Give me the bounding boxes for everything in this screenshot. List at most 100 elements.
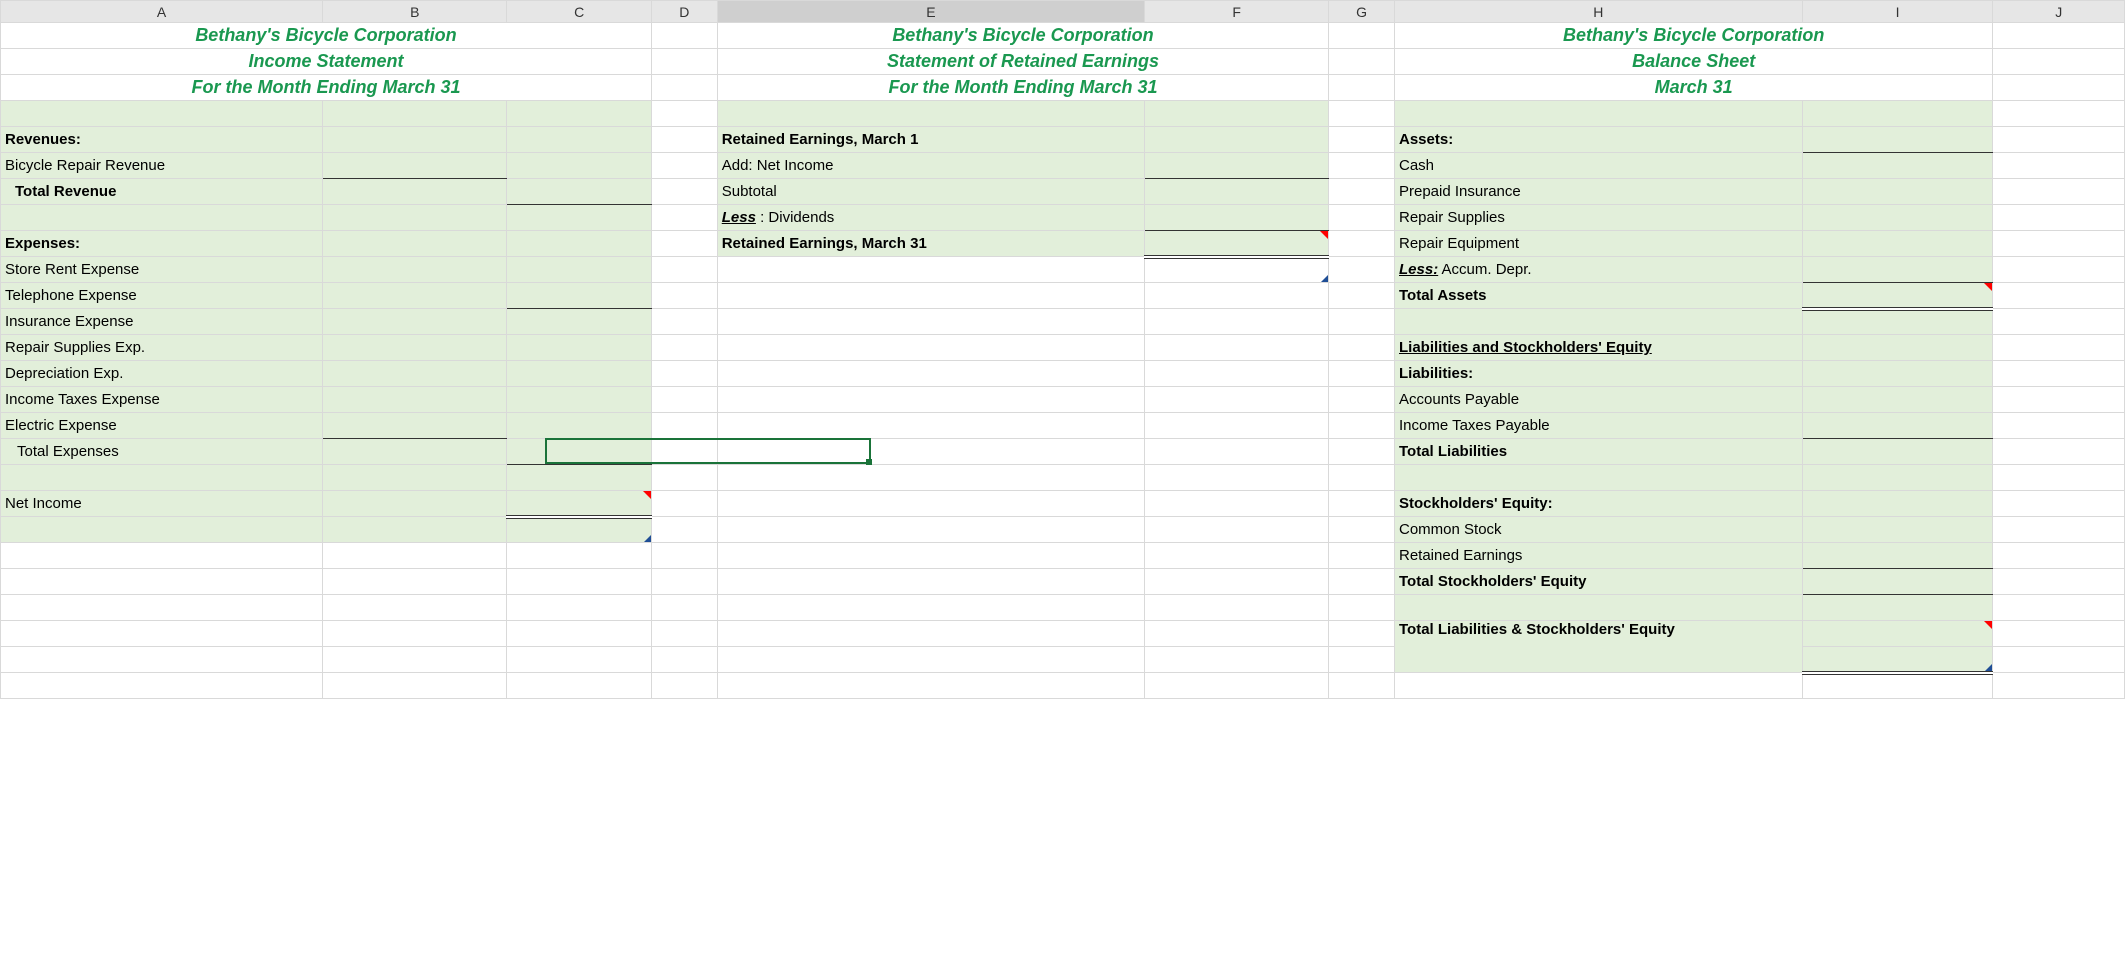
cell[interactable] [1145,153,1329,179]
cell[interactable] [1993,543,2125,569]
cell[interactable] [507,569,652,595]
balance-period[interactable]: March 31 [1395,75,1993,101]
cell[interactable] [1802,465,1993,491]
cell[interactable] [507,205,652,231]
less-dividends[interactable]: Less : Dividends [717,205,1144,231]
cell[interactable] [1145,361,1329,387]
cell[interactable] [1145,595,1329,621]
cell[interactable] [651,335,717,361]
cell[interactable] [1329,205,1395,231]
cell[interactable] [651,361,717,387]
col-header-A[interactable]: A [1,1,323,23]
cell[interactable] [1329,101,1395,127]
asset-supplies[interactable]: Repair Supplies [1395,205,1803,231]
cell[interactable] [651,153,717,179]
cell[interactable] [1993,335,2125,361]
cell[interactable] [1329,439,1395,465]
cell[interactable] [1802,153,1993,179]
cell[interactable] [1993,595,2125,621]
exp-tel[interactable]: Telephone Expense [1,283,323,309]
col-header-I[interactable]: I [1802,1,1993,23]
asset-equipment[interactable]: Repair Equipment [1395,231,1803,257]
cell[interactable] [651,517,717,543]
cell[interactable] [1993,569,2125,595]
cell[interactable] [717,283,1144,309]
cell[interactable] [1,205,323,231]
cell[interactable] [507,387,652,413]
cell[interactable] [323,517,507,543]
cell[interactable] [1329,517,1395,543]
expenses-hdr[interactable]: Expenses: [1,231,323,257]
cell[interactable] [507,595,652,621]
cell[interactable] [1802,543,1993,569]
cell[interactable] [1993,75,2125,101]
total-lse-value[interactable] [1802,647,1993,673]
exp-sup[interactable]: Repair Supplies Exp. [1,335,323,361]
cell[interactable] [1802,127,1993,153]
cell[interactable] [1145,517,1329,543]
income-period[interactable]: For the Month Ending March 31 [1,75,652,101]
cell[interactable] [651,75,717,101]
cell[interactable] [507,543,652,569]
cell[interactable] [1802,387,1993,413]
cell[interactable] [1145,647,1329,673]
cell[interactable] [651,257,717,283]
cell[interactable] [323,491,507,517]
cell[interactable] [1993,101,2125,127]
cell[interactable] [1993,231,2125,257]
cell[interactable] [717,361,1144,387]
exp-elec[interactable]: Electric Expense [1,413,323,439]
cell[interactable] [1145,621,1329,647]
cell[interactable] [1993,647,2125,673]
total-se[interactable]: Total Stockholders' Equity [1395,569,1803,595]
cell[interactable] [651,465,717,491]
cell[interactable] [1329,23,1395,49]
cell[interactable] [651,413,717,439]
cell[interactable] [1802,361,1993,387]
cell[interactable] [507,673,652,699]
cell[interactable] [1145,257,1329,283]
cell[interactable] [1145,413,1329,439]
assets-hdr[interactable]: Assets: [1395,127,1803,153]
cell[interactable] [507,361,652,387]
cell[interactable] [1993,179,2125,205]
net-income-value[interactable] [507,491,652,517]
retained-company[interactable]: Bethany's Bicycle Corporation [717,23,1329,49]
cell[interactable] [717,413,1144,439]
cell[interactable] [1329,413,1395,439]
cell[interactable] [323,569,507,595]
cell[interactable] [1329,647,1395,673]
exp-depr[interactable]: Depreciation Exp. [1,361,323,387]
exp-ins[interactable]: Insurance Expense [1,309,323,335]
cell[interactable] [651,205,717,231]
asset-prepaid[interactable]: Prepaid Insurance [1395,179,1803,205]
cell[interactable] [1993,309,2125,335]
cell[interactable] [1993,205,2125,231]
balance-company[interactable]: Bethany's Bicycle Corporation [1395,23,1993,49]
cell[interactable] [1802,257,1993,283]
cell[interactable] [651,387,717,413]
cell[interactable] [651,621,717,647]
cell[interactable] [1993,257,2125,283]
cell[interactable] [1802,179,1993,205]
cell[interactable] [651,49,717,75]
cell[interactable] [1329,283,1395,309]
cell[interactable] [507,231,652,257]
cell[interactable] [651,127,717,153]
cell[interactable] [717,101,1144,127]
income-title[interactable]: Income Statement [1,49,652,75]
cell[interactable] [507,179,652,205]
cell[interactable] [323,439,507,465]
cell[interactable] [651,101,717,127]
cell[interactable] [717,569,1144,595]
cell[interactable] [1145,439,1329,465]
se-re[interactable]: Retained Earnings [1395,543,1803,569]
total-expenses[interactable]: Total Expenses [1,439,323,465]
cell[interactable] [1145,387,1329,413]
cell[interactable] [1802,491,1993,517]
cell[interactable] [1993,153,2125,179]
subtotal[interactable]: Subtotal [717,179,1144,205]
total-revenue[interactable]: Total Revenue [1,179,323,205]
cell[interactable] [1993,673,2125,699]
cell[interactable] [1329,179,1395,205]
